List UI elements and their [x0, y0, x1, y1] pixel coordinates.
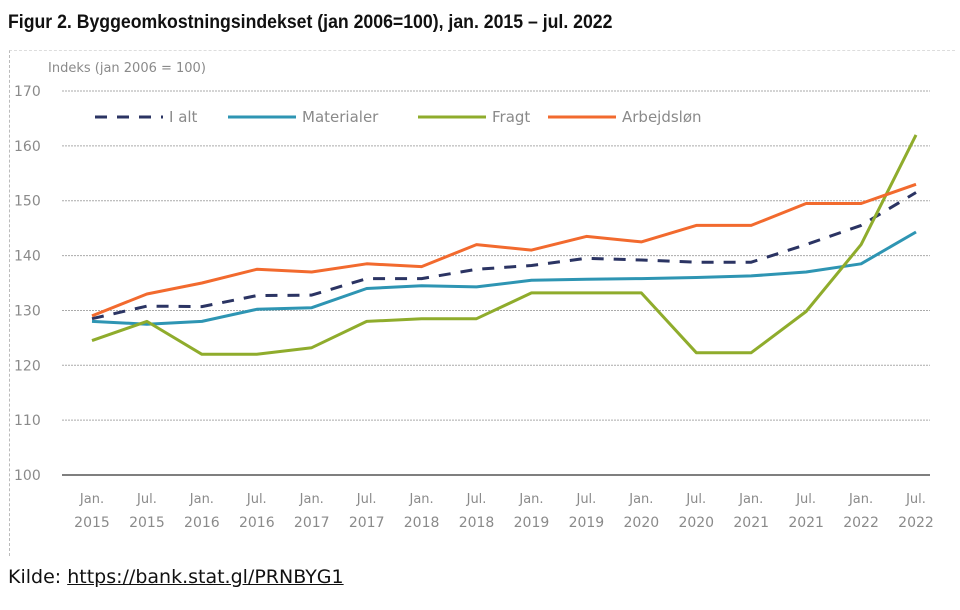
x-tick-label-year: 2021 [733, 515, 769, 531]
y-tick-label: 110 [14, 413, 41, 429]
x-tick-label-year: 2017 [349, 515, 385, 531]
x-tick-label-year: 2019 [569, 515, 605, 531]
y-tick-label: 170 [14, 84, 41, 100]
source-label: Kilde: [8, 566, 62, 588]
x-tick-label-year: 2020 [678, 515, 714, 531]
x-tick-label-month: Jul. [905, 492, 926, 507]
y-tick-label: 160 [14, 139, 41, 155]
legend-label: Materialer [302, 108, 379, 126]
y-tick-label: 150 [14, 194, 41, 210]
x-tick-label-month: Jan. [848, 492, 873, 507]
x-tick-label-year: 2016 [184, 515, 220, 531]
legend-label: Fragt [492, 108, 530, 126]
x-tick-label-year: 2018 [459, 515, 495, 531]
x-tick-label-month: Jul. [575, 492, 596, 507]
y-tick-label: 140 [14, 249, 41, 265]
x-tick-label-month: Jan. [79, 492, 104, 507]
x-tick-label-month: Jul. [246, 492, 267, 507]
y-axis-label: Indeks (jan 2006 = 100) [48, 61, 206, 76]
x-tick-label-month: Jan. [518, 492, 543, 507]
series-line-i-alt [91, 191, 917, 321]
x-tick-label-month: Jan. [409, 492, 434, 507]
y-tick-label: 120 [14, 358, 41, 374]
x-tick-label-month: Jan. [299, 492, 324, 507]
chart-title: Figur 2. Byggeomkostningsindekset (jan 2… [8, 12, 613, 33]
x-tick-label-month: Jul. [685, 492, 706, 507]
x-tick-label-month: Jan. [628, 492, 653, 507]
x-tick-label-year: 2016 [239, 515, 275, 531]
chart-frame [9, 50, 955, 556]
x-tick-label-year: 2019 [514, 515, 550, 531]
x-tick-label-month: Jan. [189, 492, 214, 507]
series-line-arbejdsløn [91, 182, 917, 318]
x-tick-label-year: 2015 [129, 515, 165, 531]
series-line-fragt [91, 134, 918, 356]
x-tick-label-month: Jul. [136, 492, 157, 507]
x-tick-label-year: 2022 [843, 515, 879, 531]
x-tick-label-year: 2015 [74, 515, 110, 531]
x-tick-label-year: 2017 [294, 515, 330, 531]
x-tick-label-year: 2018 [404, 515, 440, 531]
y-tick-label: 100 [14, 468, 41, 484]
source-line: Kilde: https://bank.stat.gl/PRNBYG1 [8, 566, 344, 588]
source-link[interactable]: https://bank.stat.gl/PRNBYG1 [67, 566, 344, 588]
x-tick-label-year: 2020 [624, 515, 660, 531]
x-tick-label-year: 2022 [898, 515, 934, 531]
x-tick-label-month: Jul. [795, 492, 816, 507]
x-tick-label-month: Jul. [466, 492, 487, 507]
legend-label: Arbejdsløn [622, 108, 702, 126]
x-tick-label-month: Jul. [356, 492, 377, 507]
legend-label: I alt [169, 108, 198, 126]
series-line-materialer [91, 230, 917, 326]
x-tick-label-month: Jan. [738, 492, 763, 507]
y-tick-label: 130 [14, 303, 41, 319]
x-tick-label-year: 2021 [788, 515, 824, 531]
